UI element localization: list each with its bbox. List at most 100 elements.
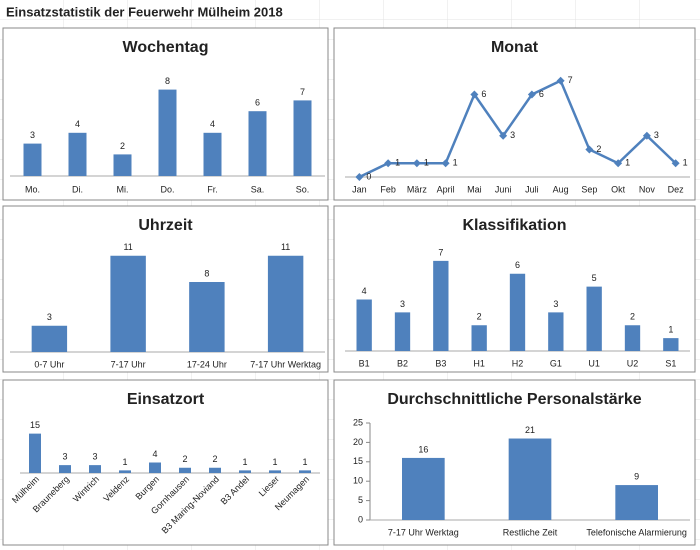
x-tick-label: April	[437, 184, 455, 194]
data-label: 1	[272, 457, 277, 467]
data-label: 9	[634, 471, 639, 481]
data-label: 0	[366, 171, 371, 181]
x-tick-label: Mo.	[25, 184, 40, 194]
data-label: 6	[539, 89, 544, 99]
bar	[89, 465, 101, 473]
y-tick-label: 0	[358, 514, 363, 524]
chart-title: Einsatzort	[127, 391, 205, 408]
x-tick-label: B1	[359, 358, 370, 368]
data-label: 6	[515, 260, 520, 270]
x-tick-label: Dez	[668, 184, 685, 194]
bar	[29, 433, 41, 473]
bar	[433, 260, 449, 351]
x-tick-label: Di.	[72, 184, 83, 194]
x-tick-label: Restliche Zeit	[503, 527, 558, 537]
bar	[508, 438, 552, 520]
bar	[248, 111, 267, 176]
data-label: 8	[204, 268, 209, 278]
data-label: 3	[510, 130, 515, 140]
data-label: 3	[47, 312, 52, 322]
bar	[113, 154, 132, 176]
chart-panel	[333, 27, 696, 201]
marker	[412, 159, 421, 168]
data-label: 21	[525, 425, 535, 435]
data-label: 11	[281, 242, 290, 252]
x-tick-label: S1	[665, 358, 676, 368]
x-tick-label: Sa.	[251, 184, 265, 194]
chart-title: Wochentag	[123, 39, 209, 56]
x-tick-label: 0-7 Uhr	[34, 359, 64, 369]
data-label: 6	[481, 89, 486, 99]
marker	[355, 173, 364, 181]
x-tick-label: Nov	[639, 184, 656, 194]
line	[358, 79, 677, 179]
data-label: 2	[596, 144, 601, 154]
bar	[624, 325, 641, 351]
bar	[471, 325, 487, 351]
data-label: 2	[630, 312, 635, 322]
x-tick-label: Okt	[611, 184, 626, 194]
data-label: 4	[210, 119, 215, 129]
x-tick-label: Juli	[525, 184, 539, 194]
chart-title: Monat	[491, 39, 539, 56]
bar	[189, 282, 225, 352]
bar	[509, 273, 526, 351]
marker	[642, 131, 651, 140]
data-label: 3	[654, 130, 659, 140]
data-label: 3	[30, 130, 35, 140]
data-label: 1	[683, 158, 688, 168]
data-label: 4	[362, 286, 367, 296]
x-tick-label: Juni	[495, 184, 512, 194]
x-tick-label: H2	[512, 358, 524, 368]
data-label: 1	[122, 457, 127, 467]
x-tick-label: Do.	[160, 184, 174, 194]
bar	[356, 299, 372, 351]
x-tick-label: G1	[550, 358, 562, 368]
data-label: 4	[75, 119, 80, 129]
marker	[499, 131, 508, 140]
marker	[556, 76, 565, 85]
bar	[663, 338, 679, 351]
bar	[149, 462, 161, 473]
marker	[614, 159, 623, 168]
data-label: 7	[300, 87, 305, 97]
data-label: 6	[255, 98, 260, 108]
y-tick-label: 15	[353, 456, 363, 466]
bar	[23, 143, 42, 176]
marker	[585, 145, 594, 154]
data-label: 1	[242, 457, 247, 467]
x-tick-label: Aug	[553, 184, 569, 194]
chart-title: Klassifikation	[462, 217, 566, 234]
data-label: 3	[92, 452, 97, 462]
x-tick-label: So.	[296, 184, 310, 194]
x-tick-label: 17-24 Uhr	[187, 359, 227, 369]
x-tick-label: Mai	[467, 184, 482, 194]
x-tick-label: Telefonische Alarmierung	[586, 527, 687, 537]
bar	[615, 485, 658, 520]
bar	[59, 465, 71, 473]
data-label: 2	[477, 312, 482, 322]
x-tick-label: B2	[397, 358, 408, 368]
data-label: 1	[453, 158, 458, 168]
data-label: 1	[395, 158, 400, 168]
bar	[179, 467, 191, 473]
y-tick-label: 5	[358, 495, 363, 505]
bar	[110, 255, 146, 352]
data-label: 3	[62, 452, 67, 462]
y-tick-label: 20	[353, 437, 363, 447]
marker	[470, 90, 479, 99]
x-tick-label: Mi.	[117, 184, 129, 194]
data-label: 1	[302, 457, 307, 467]
data-label: 8	[165, 76, 170, 86]
marker	[384, 159, 393, 168]
data-label: 1	[668, 325, 673, 335]
bar	[31, 325, 68, 352]
bar	[586, 286, 602, 351]
data-label: 2	[182, 454, 187, 464]
data-label: 2	[212, 454, 217, 464]
data-label: 16	[418, 444, 428, 454]
x-tick-label: U2	[627, 358, 639, 368]
data-label: 4	[152, 449, 157, 459]
marker	[441, 159, 450, 168]
